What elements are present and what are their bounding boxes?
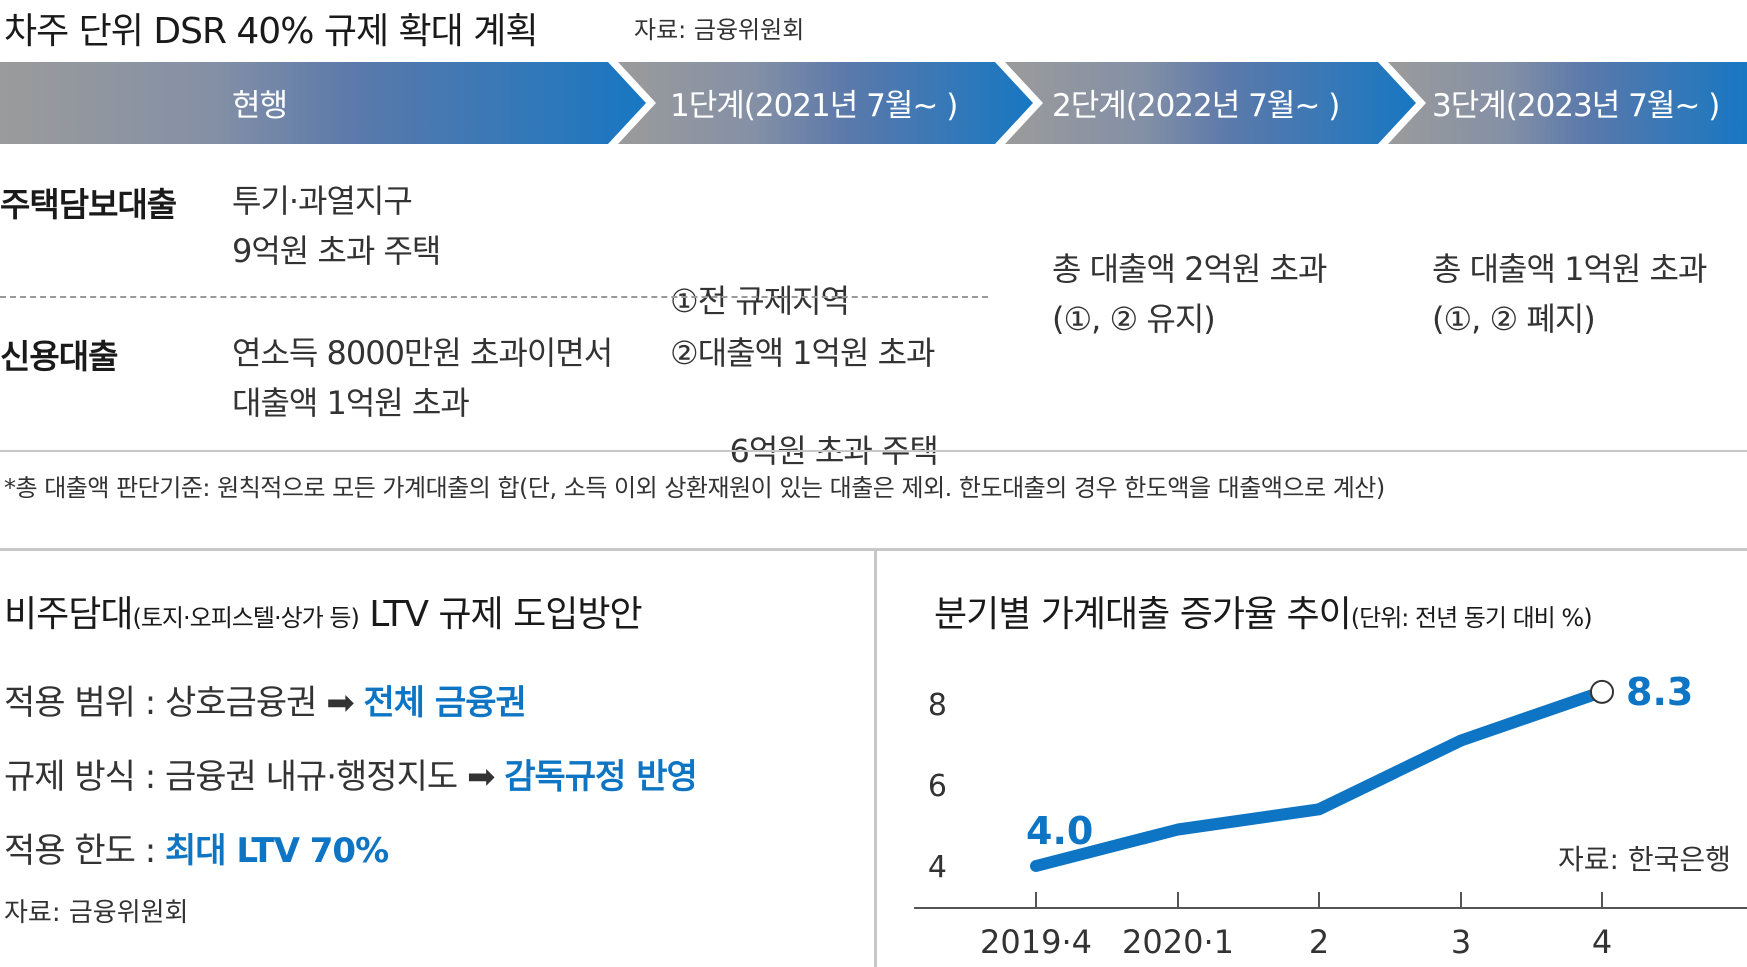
- row-label-credit: 신용대출: [0, 337, 118, 376]
- series-line: [1030, 685, 1608, 872]
- line-chart: 2019·4 2020·1 2 3 4 4 6 8 4.0 8.3: [914, 670, 1747, 961]
- x-tick-label: 2: [1309, 923, 1329, 961]
- data-label: 4.0: [1026, 809, 1093, 853]
- ltv-title: 비주담대(토지·오피스텔·상가 등) LTV 규제 도입방안: [4, 594, 643, 635]
- y-tick-label: 8: [928, 688, 947, 723]
- x-tick-label: 3: [1451, 923, 1471, 961]
- x-tick-label: 2020·1: [1122, 923, 1234, 961]
- row-label-mortgage: 주택담보대출: [0, 185, 177, 224]
- stage-2-label: 2단계(2022년 7월~ ): [1052, 88, 1340, 124]
- ltv-item: 적용 범위 : 상호금융권 ➡ 전체 금융권: [4, 683, 527, 723]
- y-tick-label: 4: [928, 850, 947, 885]
- divider: [874, 548, 877, 967]
- mortgage-stage1: ①전 규제지역 6억원 초과 주택: [670, 282, 939, 470]
- mortgage-current: 투기·과열지구 9억원 초과 주택: [232, 182, 441, 270]
- stage-arrow-bar: [0, 62, 1747, 144]
- stage-segment: [1388, 62, 1747, 144]
- x-tick-label: 2019·4: [980, 923, 1092, 961]
- stage-1-label: 1단계(2021년 7월~ ): [670, 88, 958, 124]
- data-label: 8.3: [1626, 670, 1693, 714]
- stage-segment: [1005, 62, 1416, 144]
- credit-current: 연소득 8000만원 초과이면서 대출액 1억원 초과: [232, 334, 613, 422]
- chart-title: 분기별 가계대출 증가율 추이(단위: 전년 동기 대비 %): [934, 594, 1593, 635]
- row-divider: [0, 296, 988, 298]
- ltv-item: 규제 방식 : 금융권 내규·행정지도 ➡ 감독규정 반영: [4, 757, 698, 797]
- page-title: 차주 단위 DSR 40% 규제 확대 계획: [4, 11, 538, 52]
- stage2-condition: 총 대출액 2억원 초과 (①, ② 유지): [1052, 250, 1327, 338]
- chart-source: 자료: 한국은행: [1558, 843, 1731, 876]
- x-tick-label: 4: [1592, 923, 1612, 961]
- y-tick-label: 6: [928, 769, 947, 804]
- stage-current-label: 현행: [232, 88, 288, 124]
- stage-segment: [618, 62, 1033, 144]
- footnote: *총 대출액 판단기준: 원칙적으로 모든 가계대출의 합(단, 소득 이외 상…: [4, 474, 1385, 502]
- ltv-item: 적용 한도 : 최대 LTV 70%: [4, 831, 389, 871]
- ltv-source: 자료: 금융위원회: [4, 898, 189, 928]
- stage-segment: [0, 62, 646, 144]
- source-text: 자료: 금융위원회: [634, 16, 805, 44]
- stage-3-label: 3단계(2023년 7월~ ): [1432, 88, 1720, 124]
- end-point-marker: [1590, 679, 1614, 704]
- stage3-condition: 총 대출액 1억원 초과 (①, ② 폐지): [1432, 250, 1707, 338]
- credit-stage1: ②대출액 1억원 초과: [670, 334, 935, 372]
- divider: [0, 450, 1747, 452]
- divider: [0, 548, 1747, 551]
